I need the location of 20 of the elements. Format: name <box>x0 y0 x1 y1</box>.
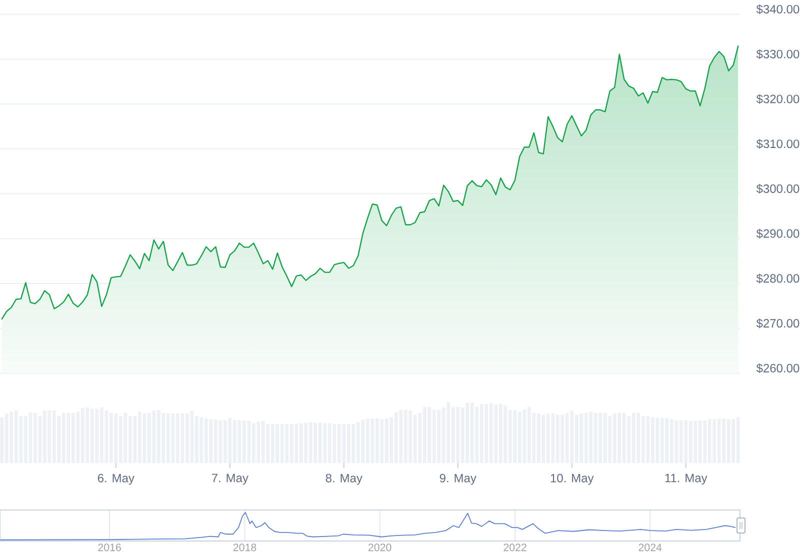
x-tick-label: 10. May <box>550 474 594 485</box>
x-tick-label: 11. May <box>665 474 708 485</box>
y-tick-label: $300.00 <box>756 184 800 194</box>
y-tick-label: $270.00 <box>756 318 800 328</box>
y-tick-label: $340.00 <box>756 4 800 14</box>
x-tick-label: 6. May <box>98 474 134 485</box>
y-tick-label: $280.00 <box>756 274 800 284</box>
x-tick-label: 2024 <box>638 544 662 552</box>
y-tick-label: $290.00 <box>756 228 800 239</box>
x-tick-label: 2016 <box>98 544 121 552</box>
x-tick-label: 9. May <box>440 474 476 485</box>
x-tick-label: 2018 <box>233 544 256 552</box>
x-tick-label: 8. May <box>326 474 362 485</box>
x-tick-label: 2020 <box>368 544 392 552</box>
y-tick-label: $310.00 <box>756 139 800 149</box>
x-tick-label: 2022 <box>504 544 526 552</box>
y-tick-label: $260.00 <box>756 363 800 374</box>
y-tick-label: $320.00 <box>756 94 800 104</box>
y-tick-label: $330.00 <box>756 49 800 60</box>
x-tick-label: 7. May <box>212 474 248 485</box>
